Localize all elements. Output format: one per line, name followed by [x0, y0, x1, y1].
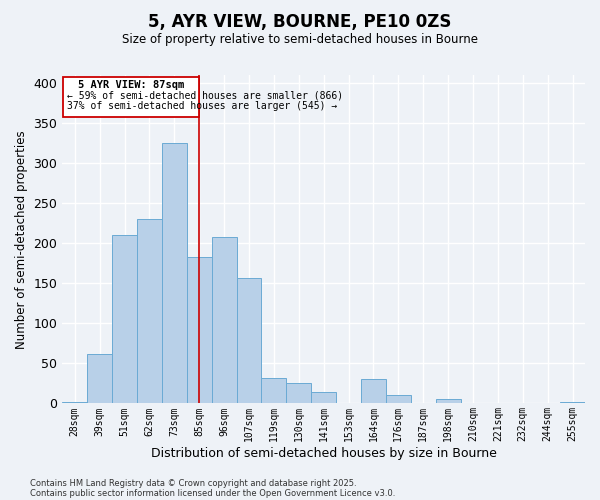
Text: ← 59% of semi-detached houses are smaller (866): ← 59% of semi-detached houses are smalle… — [67, 90, 343, 100]
Bar — [436, 400, 461, 404]
Bar — [560, 402, 585, 404]
Bar — [112, 235, 137, 404]
Text: 37% of semi-detached houses are larger (545) →: 37% of semi-detached houses are larger (… — [67, 100, 337, 110]
Bar — [361, 378, 386, 404]
Bar — [286, 384, 311, 404]
Text: Contains public sector information licensed under the Open Government Licence v3: Contains public sector information licen… — [30, 488, 395, 498]
Bar — [187, 257, 212, 404]
Text: Contains HM Land Registry data © Crown copyright and database right 2025.: Contains HM Land Registry data © Crown c… — [30, 478, 356, 488]
Bar — [311, 392, 336, 404]
Text: Size of property relative to semi-detached houses in Bourne: Size of property relative to semi-detach… — [122, 32, 478, 46]
Bar — [62, 402, 87, 404]
FancyBboxPatch shape — [63, 76, 199, 116]
Bar — [162, 143, 187, 404]
Text: 5 AYR VIEW: 87sqm: 5 AYR VIEW: 87sqm — [77, 80, 184, 90]
Text: 5, AYR VIEW, BOURNE, PE10 0ZS: 5, AYR VIEW, BOURNE, PE10 0ZS — [148, 12, 452, 30]
Y-axis label: Number of semi-detached properties: Number of semi-detached properties — [15, 130, 28, 348]
Bar — [236, 278, 262, 404]
Bar — [262, 378, 286, 404]
Bar — [87, 354, 112, 404]
Bar — [386, 396, 411, 404]
X-axis label: Distribution of semi-detached houses by size in Bourne: Distribution of semi-detached houses by … — [151, 447, 497, 460]
Bar — [137, 219, 162, 404]
Bar — [212, 237, 236, 404]
